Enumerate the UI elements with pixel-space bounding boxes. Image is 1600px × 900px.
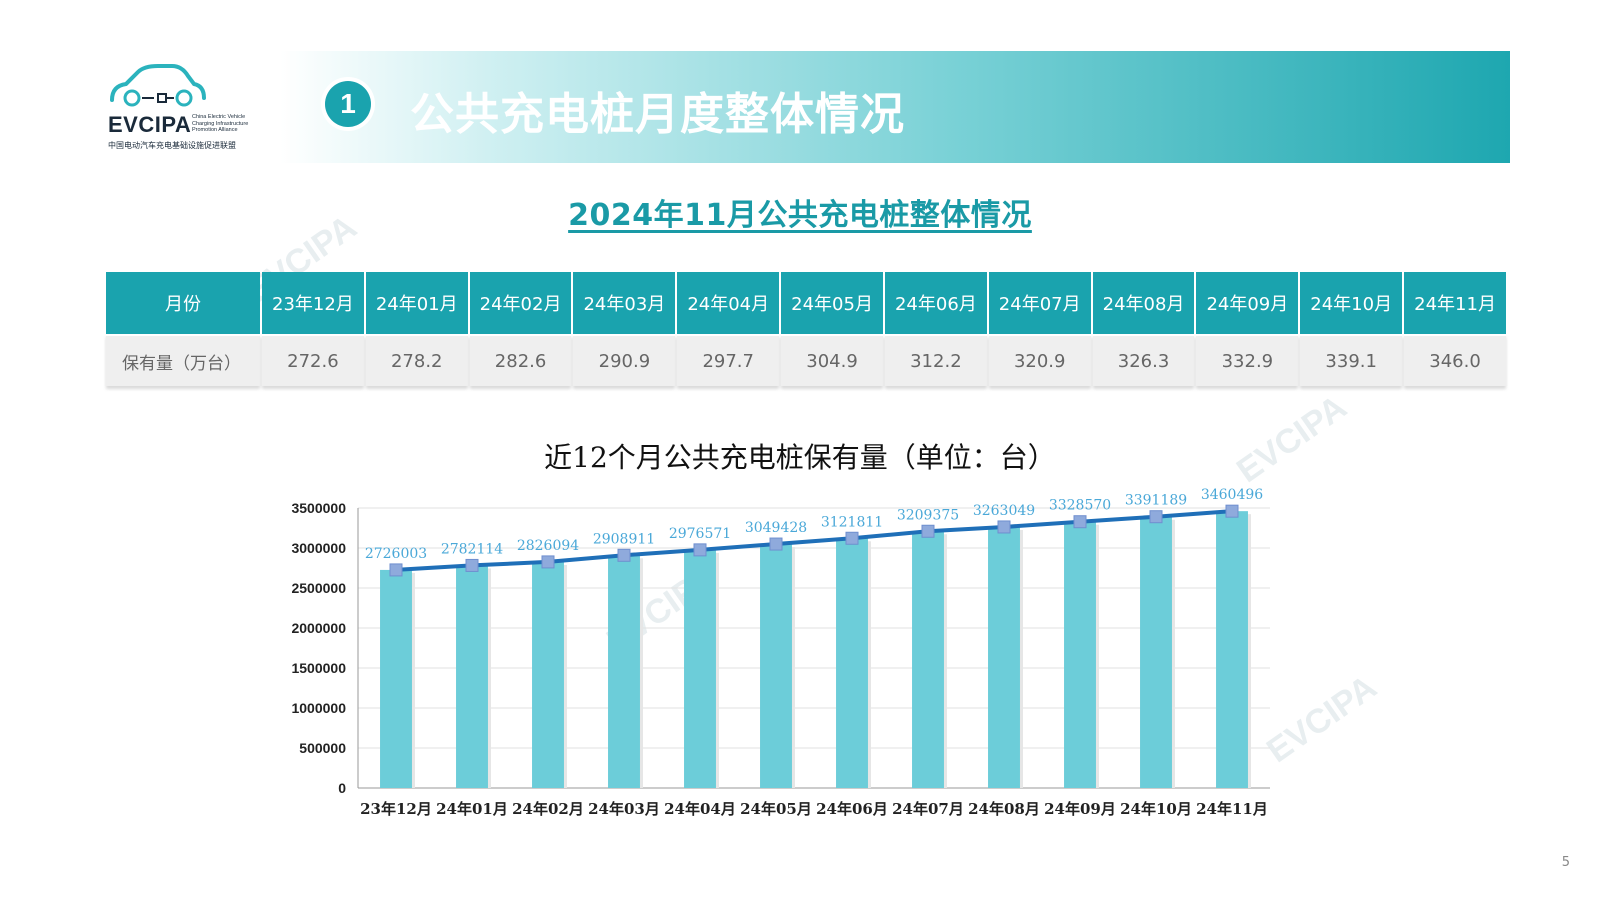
- data-label: 3391189: [1125, 493, 1187, 509]
- data-label: 2726003: [365, 546, 427, 562]
- line-point: [693, 543, 707, 557]
- table-cell-value: 346.0: [1404, 334, 1506, 386]
- x-tick-label: 24年01月: [436, 800, 508, 818]
- bar: [836, 538, 868, 788]
- line-point: [997, 520, 1011, 534]
- table-header-month: 24年09月: [1196, 272, 1299, 334]
- line-point: [845, 531, 859, 545]
- x-tick-label: 24年11月: [1196, 800, 1268, 818]
- table-cell-value: 282.6: [469, 334, 572, 386]
- series-line: [395, 509, 1233, 572]
- y-tick-label: 0: [338, 780, 346, 796]
- section-number-badge: 1: [325, 81, 371, 127]
- table-cell-value: 290.9: [573, 334, 676, 386]
- data-label: 3209375: [897, 507, 959, 523]
- table-header-month: 23年12月: [262, 272, 364, 334]
- table-header-month: 24年03月: [573, 272, 676, 334]
- y-tick-label: 3000000: [291, 540, 346, 556]
- table-cell-value: 332.9: [1196, 334, 1299, 386]
- table-header-row: 月份 23年12月 24年01月 24年02月 24年03月 24年04月 24…: [106, 272, 1506, 334]
- table-header-month: 24年10月: [1300, 272, 1403, 334]
- x-tick-label: 24年10月: [1120, 800, 1192, 818]
- data-label: 3460496: [1201, 487, 1263, 503]
- bar: [1064, 521, 1096, 788]
- monthly-data-table: 月份 23年12月 24年01月 24年02月 24年03月 24年04月 24…: [104, 272, 1508, 386]
- table-header-month: 24年07月: [988, 272, 1091, 334]
- data-label: 3263049: [973, 503, 1035, 519]
- table-cell-value: 312.2: [884, 334, 987, 386]
- table-header-month: 24年11月: [1404, 272, 1506, 334]
- combo-chart: 0 500000 1000000 1500000 2000000 2500000 30000…: [291, 487, 1270, 818]
- data-label: 3328570: [1049, 498, 1111, 514]
- table-cell-value: 326.3: [1092, 334, 1195, 386]
- table-header-month: 24年08月: [1092, 272, 1195, 334]
- evcipa-logo: EVCIPA China Electric Vehicle Charging I…: [108, 62, 258, 158]
- data-label: 3049428: [745, 520, 807, 536]
- y-tick-label: 2500000: [291, 580, 346, 596]
- line-point: [1073, 515, 1087, 529]
- x-tick-label: 24年09月: [1044, 800, 1116, 818]
- page-number: 5: [1561, 855, 1570, 870]
- y-tick-label: 1500000: [291, 660, 346, 676]
- bar: [608, 555, 640, 788]
- bar: [1140, 516, 1172, 788]
- table-cell-value: 304.9: [781, 334, 883, 386]
- y-tick-label: 3500000: [291, 500, 346, 516]
- x-tick-label: 24年08月: [968, 800, 1040, 818]
- line-point: [1149, 510, 1163, 524]
- table-header-month: 24年06月: [884, 272, 987, 334]
- table-cell-value: 320.9: [988, 334, 1091, 386]
- x-tick-label: 24年05月: [740, 800, 812, 818]
- y-tick-label: 500000: [299, 740, 346, 756]
- table-row-label: 保有量（万台）: [106, 334, 260, 386]
- bar: [380, 569, 412, 788]
- logo-chinese-name: 中国电动汽车充电基础设施促进联盟: [108, 141, 236, 150]
- x-tick-label: 24年03月: [588, 800, 660, 818]
- table-cell-value: 339.1: [1300, 334, 1403, 386]
- table-header-label: 月份: [106, 272, 260, 334]
- x-tick-label: 24年07月: [892, 800, 964, 818]
- y-tick-label: 2000000: [291, 620, 346, 636]
- logo-english-name: China Electric Vehicle Charging Infrastr…: [192, 114, 249, 133]
- bar: [912, 531, 944, 788]
- car-logo-icon: [110, 64, 206, 107]
- line-point: [769, 537, 783, 551]
- line-point: [617, 548, 631, 562]
- table-value-row: 保有量（万台） 272.6 278.2 282.6 290.9 297.7 30…: [106, 334, 1506, 386]
- table-header-month: 24年02月: [469, 272, 572, 334]
- table-header-month: 24年01月: [365, 272, 468, 334]
- x-tick-label: 24年06月: [816, 800, 888, 818]
- header-band: [280, 51, 1510, 163]
- line-point: [465, 558, 479, 572]
- bar: [988, 526, 1020, 788]
- table-cell-value: 278.2: [365, 334, 468, 386]
- line-point: [921, 524, 935, 538]
- table-cell-value: 297.7: [677, 334, 780, 386]
- table-cell-value: 272.6: [262, 334, 364, 386]
- data-label: 3121811: [821, 514, 883, 530]
- bar: [456, 565, 488, 788]
- line-point: [389, 563, 403, 577]
- section-subtitle: 2024年11月公共充电桩整体情况: [568, 198, 1032, 233]
- data-label: 2782114: [441, 541, 503, 557]
- chart-title: 近12个月公共充电桩保有量（单位：台）: [544, 441, 1056, 474]
- bar: [760, 544, 792, 788]
- data-label: 2976571: [669, 526, 731, 542]
- bar: [532, 561, 564, 788]
- x-tick-label: 24年02月: [512, 800, 584, 818]
- table-header-month: 24年05月: [781, 272, 883, 334]
- line-point: [1225, 504, 1239, 518]
- x-tick-label: 23年12月: [360, 800, 432, 818]
- table-header-month: 24年04月: [677, 272, 780, 334]
- y-tick-label: 1000000: [291, 700, 346, 716]
- page-title: 公共充电桩月度整体情况: [410, 89, 905, 140]
- x-tick-label: 24年04月: [664, 800, 736, 818]
- data-label: 2826094: [517, 538, 579, 554]
- bar: [1216, 511, 1248, 788]
- data-label: 2908911: [593, 531, 655, 547]
- line-point: [541, 555, 555, 569]
- logo-brand-text: EVCIPA: [108, 112, 192, 137]
- bar: [684, 549, 716, 788]
